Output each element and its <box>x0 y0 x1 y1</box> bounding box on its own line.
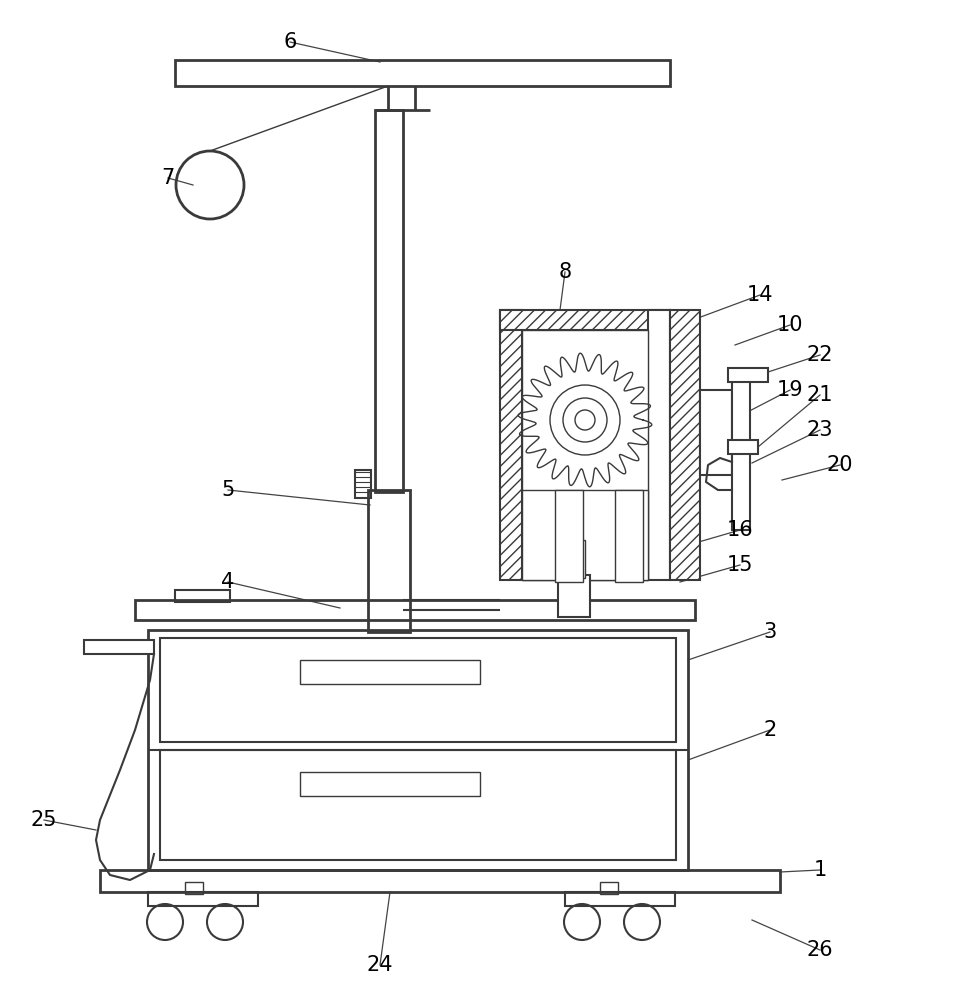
Text: 25: 25 <box>31 810 57 830</box>
Bar <box>368 490 410 632</box>
Bar <box>500 310 670 330</box>
Bar <box>100 870 780 892</box>
Bar <box>670 310 700 580</box>
Bar <box>522 490 648 580</box>
Bar <box>185 882 203 894</box>
Text: 6: 6 <box>283 32 297 52</box>
Text: 16: 16 <box>726 520 753 540</box>
Bar <box>728 368 768 382</box>
Text: 26: 26 <box>807 940 834 960</box>
Circle shape <box>550 385 620 455</box>
Text: 14: 14 <box>746 285 773 305</box>
Bar <box>732 370 750 530</box>
Bar <box>355 470 371 498</box>
Text: 7: 7 <box>162 168 174 188</box>
Text: 3: 3 <box>764 622 777 642</box>
Text: 21: 21 <box>807 385 834 405</box>
Bar <box>500 310 522 580</box>
Bar <box>175 590 230 602</box>
Bar <box>600 882 618 894</box>
Text: 24: 24 <box>367 955 393 975</box>
Text: 5: 5 <box>221 480 234 500</box>
Text: 1: 1 <box>813 860 827 880</box>
Text: 19: 19 <box>777 380 803 400</box>
Bar <box>135 600 695 620</box>
Bar <box>700 390 732 475</box>
Circle shape <box>563 398 607 442</box>
Bar <box>148 892 258 906</box>
Bar <box>648 310 670 580</box>
Bar <box>300 772 480 796</box>
Bar <box>565 892 675 906</box>
Text: 23: 23 <box>807 420 834 440</box>
Bar <box>160 638 676 742</box>
Bar <box>148 630 688 870</box>
Bar <box>565 540 585 578</box>
Text: 10: 10 <box>777 315 803 335</box>
Bar <box>558 575 590 617</box>
Text: 8: 8 <box>559 262 571 282</box>
Bar <box>175 60 670 86</box>
Text: 2: 2 <box>764 720 777 740</box>
Bar <box>522 330 648 580</box>
Text: 15: 15 <box>726 555 753 575</box>
Bar <box>615 490 643 582</box>
Circle shape <box>575 410 595 430</box>
Bar <box>375 110 403 492</box>
Bar <box>300 660 480 684</box>
Bar <box>728 440 758 454</box>
Bar <box>555 490 583 582</box>
Text: 22: 22 <box>807 345 834 365</box>
Text: 4: 4 <box>221 572 234 592</box>
Bar <box>160 750 676 860</box>
Text: 20: 20 <box>827 455 854 475</box>
Bar <box>84 640 154 654</box>
